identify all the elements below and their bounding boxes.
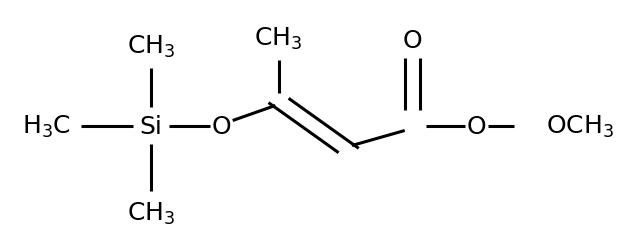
- Text: Si: Si: [140, 114, 163, 138]
- Text: O: O: [403, 29, 422, 53]
- Text: $\mathregular{CH_3}$: $\mathregular{CH_3}$: [127, 33, 175, 59]
- Text: $\mathregular{OCH_3}$: $\mathregular{OCH_3}$: [546, 113, 614, 139]
- Text: $\mathregular{CH_3}$: $\mathregular{CH_3}$: [255, 26, 303, 52]
- Text: $\mathregular{CH_3}$: $\mathregular{CH_3}$: [127, 200, 175, 226]
- Text: $\mathregular{H_3C}$: $\mathregular{H_3C}$: [22, 113, 70, 139]
- Text: O: O: [211, 114, 231, 138]
- Text: O: O: [467, 114, 486, 138]
